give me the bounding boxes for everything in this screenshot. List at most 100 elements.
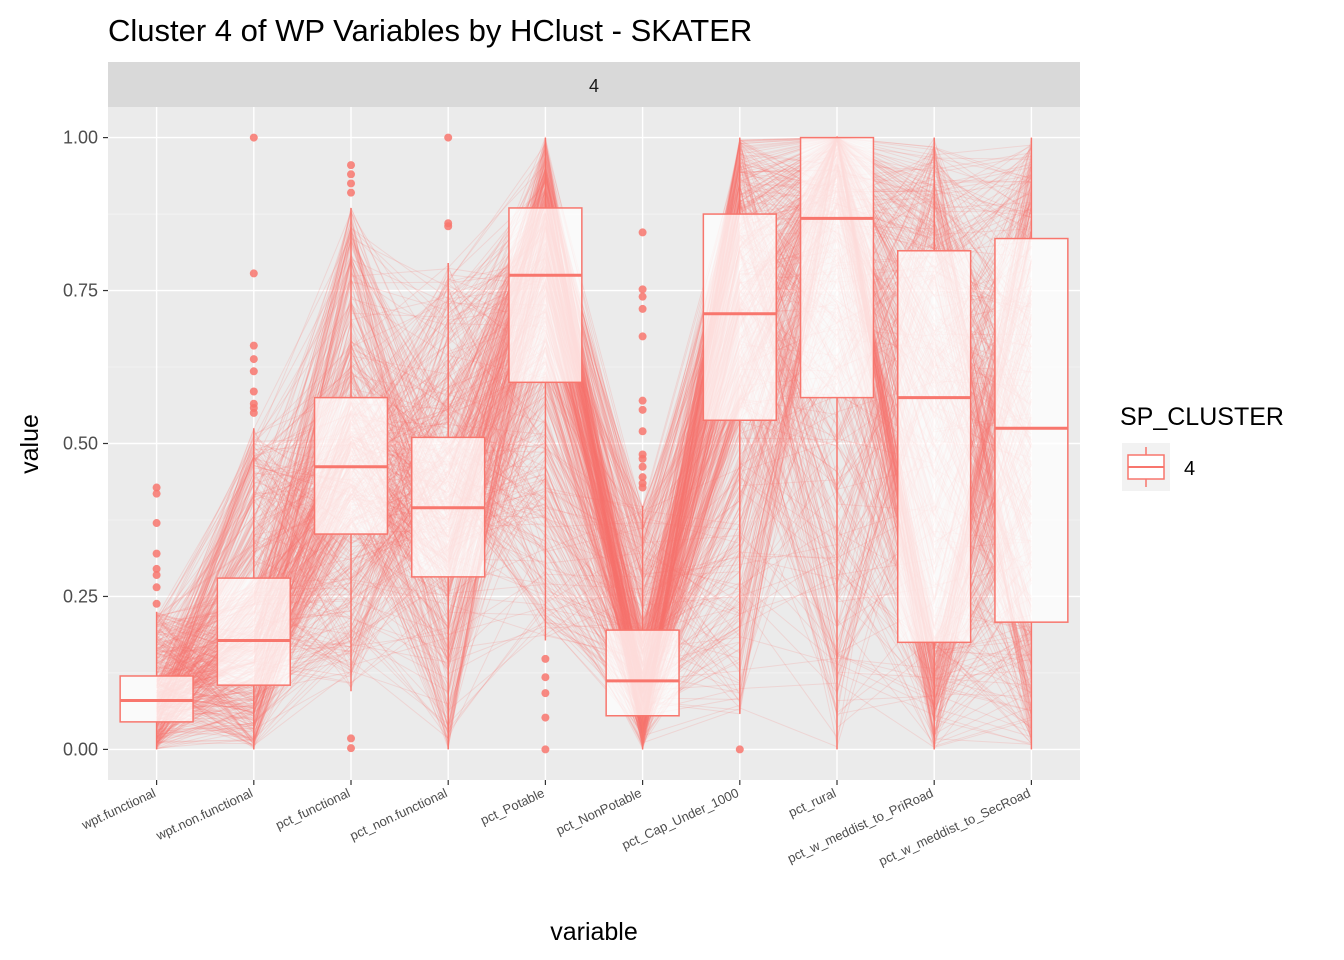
observation-line xyxy=(156,165,1032,720)
observation-line xyxy=(156,245,1032,738)
observation-line xyxy=(156,157,1032,731)
observation-line xyxy=(156,165,1032,730)
observation-line xyxy=(156,136,1032,711)
observation-line xyxy=(156,170,1032,686)
observation-line xyxy=(156,135,1032,739)
observation-line xyxy=(156,147,1032,714)
observation-line xyxy=(156,170,1032,726)
outlier-point xyxy=(347,744,355,753)
observation-line xyxy=(156,180,1032,660)
observation-line xyxy=(156,315,1032,693)
observation-line xyxy=(156,228,1032,694)
observation-line xyxy=(156,155,1032,742)
observation-line xyxy=(156,149,1032,710)
observation-line xyxy=(156,217,1032,745)
observation-line xyxy=(156,137,1032,719)
observation-line xyxy=(156,137,1032,739)
observation-line xyxy=(156,209,1032,714)
outlier-point xyxy=(152,549,161,558)
observation-line xyxy=(156,148,1032,679)
observation-line xyxy=(156,140,1032,628)
observation-line xyxy=(156,207,1032,702)
observation-line xyxy=(156,138,1032,713)
outlier-point xyxy=(541,745,550,754)
y-tick-label: 0.50 xyxy=(63,434,98,454)
observation-line xyxy=(156,160,1032,740)
outlier-point xyxy=(152,599,161,608)
observation-line xyxy=(156,232,1032,715)
observation-line xyxy=(156,141,1032,742)
outlier-point xyxy=(249,341,258,350)
boxplot-pct_Potable xyxy=(508,137,583,754)
outlier-point xyxy=(152,564,161,573)
observation-line xyxy=(156,157,1032,688)
observation-line xyxy=(156,143,1032,742)
observation-line xyxy=(156,136,1032,687)
observation-line xyxy=(156,146,1032,734)
observation-line xyxy=(156,144,1032,694)
outlier-point xyxy=(152,489,161,498)
observation-line xyxy=(156,152,1032,729)
observation-line xyxy=(156,165,1032,747)
observation-line xyxy=(156,164,1032,702)
x-tick-label: wpt.non.functional xyxy=(153,785,255,843)
observation-line xyxy=(156,200,1032,738)
observation-line xyxy=(156,234,1032,748)
observation-line xyxy=(156,156,1032,728)
observation-line xyxy=(156,154,1032,722)
observation-line xyxy=(156,148,1032,721)
box xyxy=(216,577,292,686)
observation-line xyxy=(156,136,1032,738)
observation-line xyxy=(156,137,1032,718)
boxplot-pct_non.functional xyxy=(411,133,486,750)
observation-line xyxy=(156,138,1032,731)
observation-line xyxy=(156,136,1032,747)
observation-line xyxy=(156,146,1032,696)
observation-line xyxy=(156,136,1032,722)
observation-line xyxy=(156,173,1032,718)
observation-line xyxy=(156,198,1032,726)
observation-line xyxy=(156,136,1032,735)
observation-line xyxy=(156,353,1032,738)
observation-line xyxy=(156,226,1032,738)
observation-line xyxy=(156,249,1032,713)
legend-title: SP_CLUSTER xyxy=(1120,403,1284,431)
observation-line xyxy=(156,186,1032,730)
observation-line xyxy=(156,164,1032,695)
observation-line xyxy=(156,169,1032,724)
boxplot-pct_w_meddist_to_SecRoad xyxy=(994,137,1069,750)
parallel-lines xyxy=(156,135,1032,751)
observation-line xyxy=(156,206,1032,653)
observation-line xyxy=(156,168,1032,712)
outlier-point xyxy=(249,387,258,396)
box xyxy=(897,250,972,644)
observation-line xyxy=(156,213,1032,721)
observation-line xyxy=(156,138,1032,718)
observation-line xyxy=(156,172,1032,731)
observation-line xyxy=(156,200,1032,733)
y-axis-title: value xyxy=(16,414,44,474)
observation-line xyxy=(156,154,1032,706)
legend-label: 4 xyxy=(1184,458,1195,480)
observation-line xyxy=(156,136,1032,735)
observation-line xyxy=(156,144,1032,735)
observation-line xyxy=(156,143,1032,746)
observation-line xyxy=(156,135,1032,711)
observation-line xyxy=(156,189,1032,747)
observation-line xyxy=(156,147,1032,740)
observation-line xyxy=(156,139,1032,743)
observation-line xyxy=(156,137,1032,733)
observation-line xyxy=(156,211,1032,700)
observation-line xyxy=(156,248,1032,735)
observation-line xyxy=(156,160,1032,698)
observation-line xyxy=(156,355,1032,686)
observation-line xyxy=(156,153,1032,729)
x-tick-label: pct_non.functional xyxy=(347,785,449,843)
observation-line xyxy=(156,182,1032,722)
observation-line xyxy=(156,153,1032,740)
observation-line xyxy=(156,137,1032,731)
x-tick-label: pct_functional xyxy=(273,785,352,833)
observation-line xyxy=(156,144,1032,719)
observation-line xyxy=(156,196,1032,679)
observation-line xyxy=(156,136,1032,733)
